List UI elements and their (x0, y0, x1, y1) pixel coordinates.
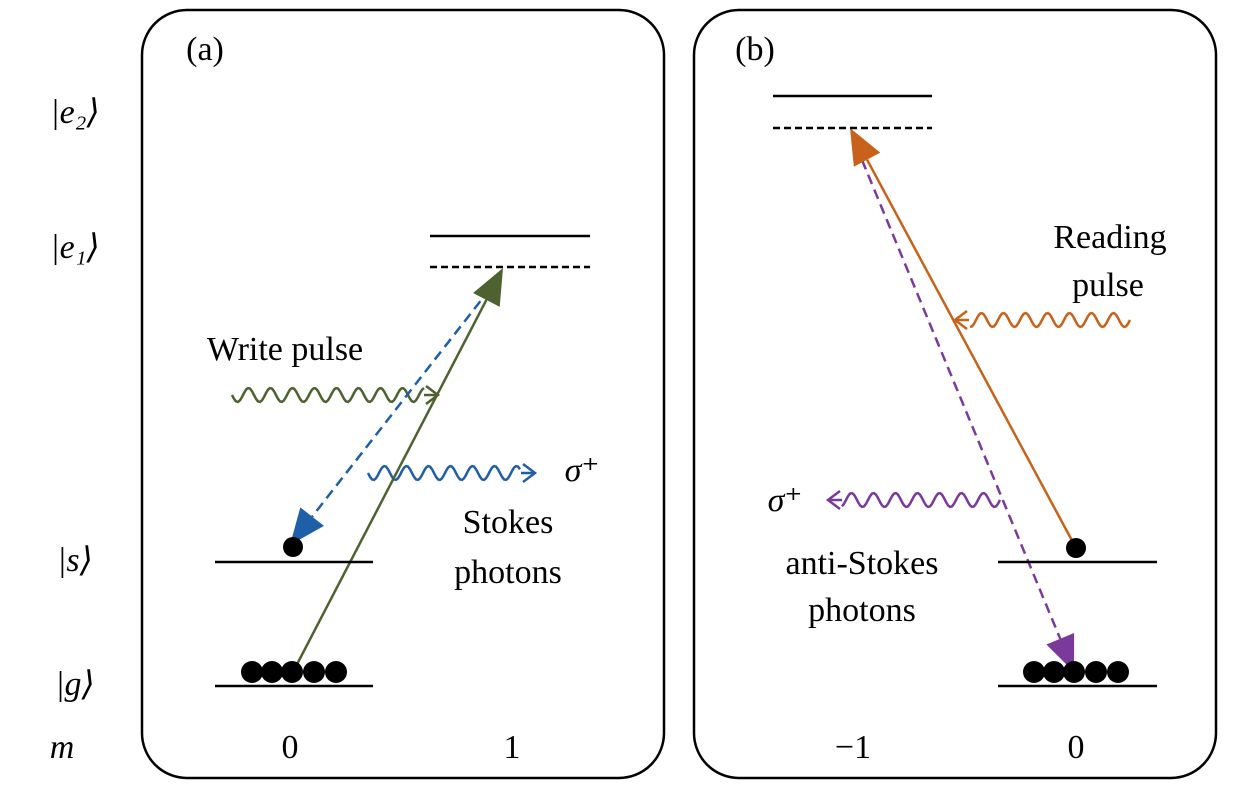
level-label: |g⟩ (55, 666, 95, 703)
m-label: m (50, 729, 75, 766)
transition-arrow (865, 159, 1078, 549)
arrow-head (1046, 633, 1075, 672)
m-value: 0 (282, 729, 299, 766)
m-value: −1 (835, 729, 871, 766)
emission-label: anti-Stokes (786, 545, 939, 582)
atom (261, 661, 283, 683)
level-label: |s⟩ (57, 542, 93, 579)
emission-label: photons (808, 592, 916, 629)
transition-arrow (291, 299, 488, 673)
atom (1023, 661, 1045, 683)
pump-label: pulse (1072, 267, 1144, 304)
polarization-label: σ⁺ (565, 452, 600, 489)
atom (283, 537, 303, 557)
atom (281, 661, 303, 683)
arrow-head (850, 128, 881, 167)
photon-wave (969, 311, 1132, 329)
photon-head (522, 463, 538, 483)
pump-label: Reading (1053, 219, 1166, 256)
atom (1107, 661, 1129, 683)
atom (1063, 661, 1085, 683)
photon-head (952, 310, 968, 330)
atom (1085, 661, 1107, 683)
polarization-label: σ⁺ (768, 482, 803, 519)
transition-arrow (311, 275, 501, 518)
atom (241, 661, 263, 683)
photon-head (825, 490, 841, 510)
photon-wave (230, 386, 425, 404)
m-value: 0 (1068, 729, 1085, 766)
level-label: |e₂⟩ (50, 94, 100, 131)
m-value: 1 (504, 729, 521, 766)
level-label: |e₁⟩ (50, 229, 100, 266)
emission-label: Stokes (463, 504, 554, 541)
pump-label: Write pulse (207, 331, 363, 368)
atom (1066, 538, 1086, 558)
atom (1043, 661, 1065, 683)
panel-b-frame (692, 8, 1218, 780)
arrow-head (473, 268, 503, 307)
photon-wave (366, 464, 521, 482)
atom (325, 661, 347, 683)
panel-label: (b) (735, 31, 775, 68)
atom (303, 661, 325, 683)
arrow-head (290, 507, 324, 545)
transition-arrow (860, 159, 1062, 640)
photon-wave (841, 491, 1002, 509)
emission-label: photons (454, 554, 562, 591)
panel-label: (a) (186, 31, 224, 68)
panel-a-frame (140, 8, 666, 780)
